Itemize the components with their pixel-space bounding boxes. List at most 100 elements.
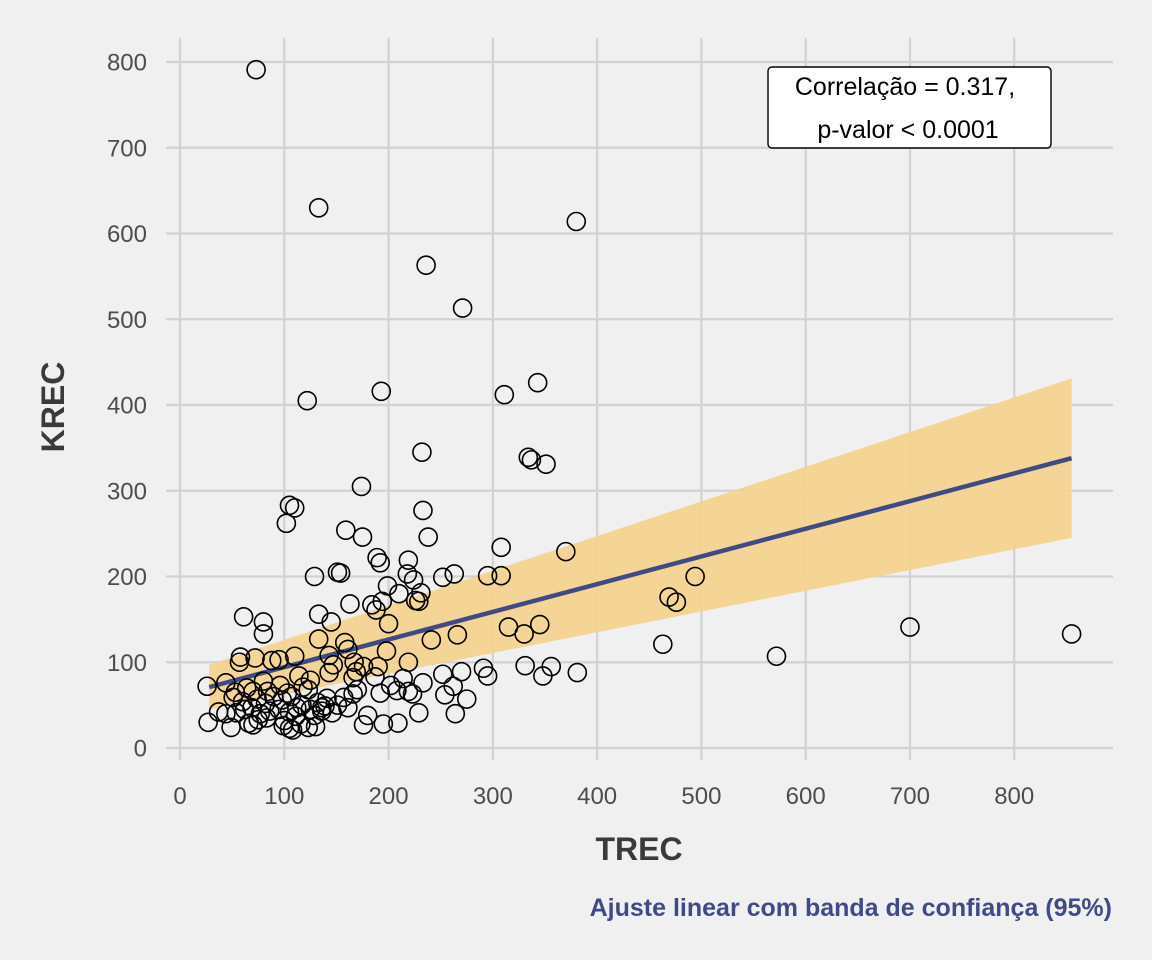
y-tick-label: 500 [107, 307, 147, 334]
data-point [418, 527, 438, 547]
data-point [491, 537, 511, 558]
data-point [413, 500, 433, 521]
data-point [317, 688, 337, 709]
data-point [376, 641, 397, 661]
data-point [298, 717, 319, 738]
data-point [456, 689, 477, 709]
y-tick-label: 400 [107, 393, 147, 420]
data-point [653, 634, 673, 655]
data-point [284, 498, 305, 518]
y-tick-labels: 0 100 200 300 400 500 600 700 800 [107, 50, 147, 763]
data-point [402, 684, 423, 704]
confidence-band [209, 378, 1072, 710]
data-point [197, 676, 217, 697]
data-point [373, 714, 394, 734]
regression-line [208, 455, 1073, 690]
data-point [371, 381, 392, 402]
data-point [362, 594, 382, 615]
x-tick-label: 600 [786, 783, 826, 810]
data-point [340, 594, 360, 614]
data-point [900, 617, 920, 637]
data-point [330, 563, 351, 583]
data-point [297, 390, 318, 411]
data-point [229, 652, 250, 673]
data-point [284, 646, 305, 667]
x-axis-title: TREC [595, 831, 682, 867]
data-point [261, 650, 282, 671]
data-point [344, 652, 364, 673]
data-point [367, 547, 387, 568]
data-point [452, 298, 473, 318]
data-point [388, 713, 408, 733]
data-point [336, 520, 356, 540]
data-point [389, 583, 409, 604]
annotation-line-2: p-valor < 0.0001 [817, 116, 998, 144]
data-point [305, 716, 326, 737]
x-tick-label: 400 [577, 783, 617, 810]
data-point [333, 687, 354, 708]
data-point [304, 566, 325, 587]
data-point [444, 564, 465, 584]
data-point [257, 681, 278, 702]
data-point [398, 550, 419, 571]
data-point [276, 513, 297, 534]
data-point [566, 211, 587, 232]
data-point [533, 666, 553, 686]
correlation-annotation: Correlação = 0.317, p-valor < 0.0001 [767, 66, 1052, 149]
y-tick-label: 600 [107, 221, 147, 248]
data-point [234, 699, 255, 720]
x-gridlines [178, 38, 1016, 760]
x-tick-label: 700 [890, 783, 930, 810]
data-point [521, 450, 542, 470]
data-point [370, 683, 391, 703]
data-point [232, 691, 253, 712]
data-point [398, 681, 419, 702]
data-point [529, 614, 550, 635]
data-point [378, 613, 399, 634]
data-point [321, 612, 342, 632]
data-point [432, 567, 453, 588]
x-tick-label: 800 [994, 783, 1034, 810]
data-point [308, 629, 329, 649]
data-point [432, 664, 453, 685]
x-tick-label: 100 [264, 783, 304, 810]
data-point [666, 592, 687, 613]
data-point [270, 675, 290, 696]
data-point [248, 709, 269, 730]
data-point [536, 454, 556, 474]
data-point [766, 646, 787, 667]
y-tick-label: 700 [107, 135, 147, 162]
annotation-box [767, 66, 1052, 149]
data-point [494, 384, 515, 405]
data-point [366, 600, 386, 620]
data-point [443, 676, 464, 697]
data-point [451, 661, 472, 682]
data-point [477, 666, 498, 686]
data-point [1061, 624, 1082, 644]
x-tick-label: 500 [681, 783, 721, 810]
data-point [322, 703, 343, 723]
data-point [279, 718, 300, 739]
x-tick-label: 200 [369, 783, 409, 810]
data-point [308, 197, 329, 218]
data-point [233, 607, 254, 627]
data-point [253, 612, 274, 632]
data-point [243, 715, 263, 735]
data-point [416, 255, 436, 276]
data-point [556, 541, 576, 562]
data-point [412, 442, 432, 462]
data-point [277, 683, 298, 703]
data-point [319, 645, 339, 666]
data-point [253, 624, 274, 644]
data-point [269, 649, 289, 670]
data-point [685, 566, 705, 587]
data-point [352, 527, 373, 547]
y-tick-label: 800 [107, 50, 147, 77]
data-point [351, 476, 372, 497]
x-tick-label: 0 [173, 783, 186, 810]
data-point [447, 625, 468, 645]
data-point [198, 712, 218, 733]
data-point [421, 630, 442, 650]
data-points [197, 59, 1082, 740]
